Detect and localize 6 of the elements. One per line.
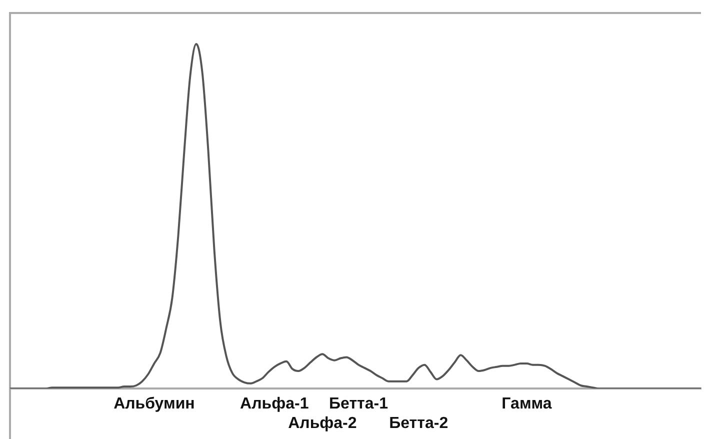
- x-tick-label: Альфа-2: [288, 414, 357, 432]
- x-tick-label: Альфа-1: [240, 396, 309, 413]
- x-tick-label: Бетта-1: [329, 396, 388, 413]
- x-tick-label: Бетта-2: [389, 414, 448, 432]
- x-tick-label: Альбумин: [114, 396, 195, 413]
- x-tick-label: Гамма: [502, 396, 552, 413]
